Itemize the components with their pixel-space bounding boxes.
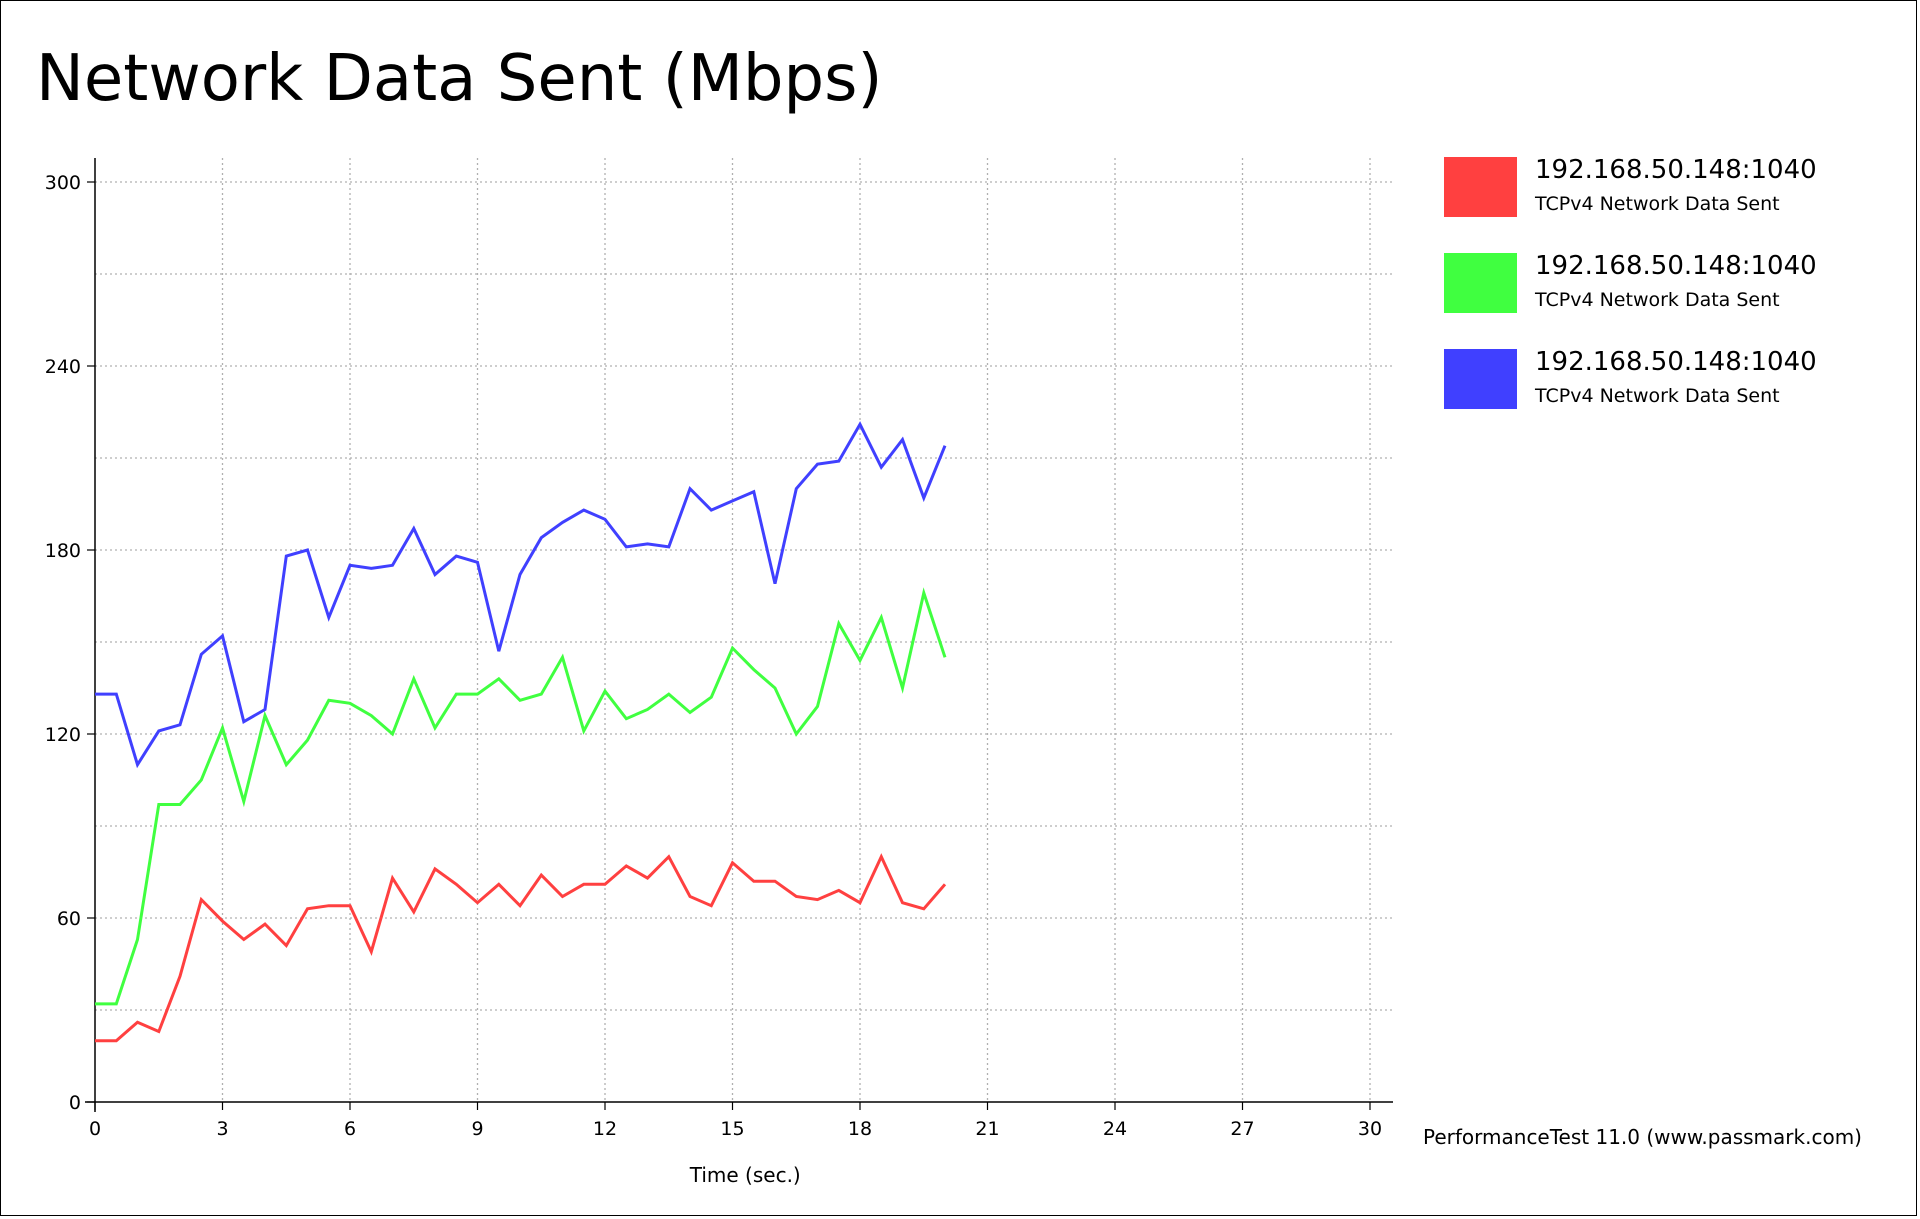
chart-title: Network Data Sent (Mbps) [36, 42, 883, 116]
x-tick-label: 3 [216, 1118, 228, 1140]
legend-series-subtitle: TCPv4 Network Data Sent [1535, 385, 1780, 407]
y-tick-label: 300 [45, 172, 81, 194]
y-tick-label: 240 [45, 356, 81, 378]
series-line-3 [95, 421, 947, 769]
legend-series-name: 192.168.50.148:1040 [1535, 155, 1817, 185]
x-tick-label: 15 [720, 1118, 744, 1140]
x-tick-label: 18 [848, 1118, 872, 1140]
x-axis-label: Time (sec.) [689, 1163, 801, 1187]
y-tick-label: 120 [45, 724, 81, 746]
x-tick-label: 6 [344, 1118, 356, 1140]
legend-series-name: 192.168.50.148:1040 [1535, 251, 1817, 281]
x-tick-label: 0 [89, 1118, 101, 1140]
x-tick-label: 30 [1358, 1118, 1382, 1140]
y-tick-label: 60 [57, 908, 81, 930]
y-tick-label: 0 [69, 1092, 81, 1114]
x-tick-label: 21 [975, 1118, 999, 1140]
footer-credit: PerformanceTest 11.0 (www.passmark.com) [1423, 1125, 1862, 1149]
x-tick-label: 27 [1230, 1118, 1254, 1140]
series-line-1 [95, 853, 947, 1043]
legend-swatch [1444, 349, 1517, 409]
y-tick-label: 180 [45, 540, 81, 562]
x-tick-label: 24 [1103, 1118, 1127, 1140]
x-tick-label: 12 [593, 1118, 617, 1140]
legend-series-subtitle: TCPv4 Network Data Sent [1535, 193, 1780, 215]
series-line-2 [95, 587, 947, 1006]
x-tick-label: 9 [471, 1118, 483, 1140]
legend-swatch [1444, 253, 1517, 313]
legend-swatch [1444, 157, 1517, 217]
legend-series-subtitle: TCPv4 Network Data Sent [1535, 289, 1780, 311]
legend-series-name: 192.168.50.148:1040 [1535, 347, 1817, 377]
